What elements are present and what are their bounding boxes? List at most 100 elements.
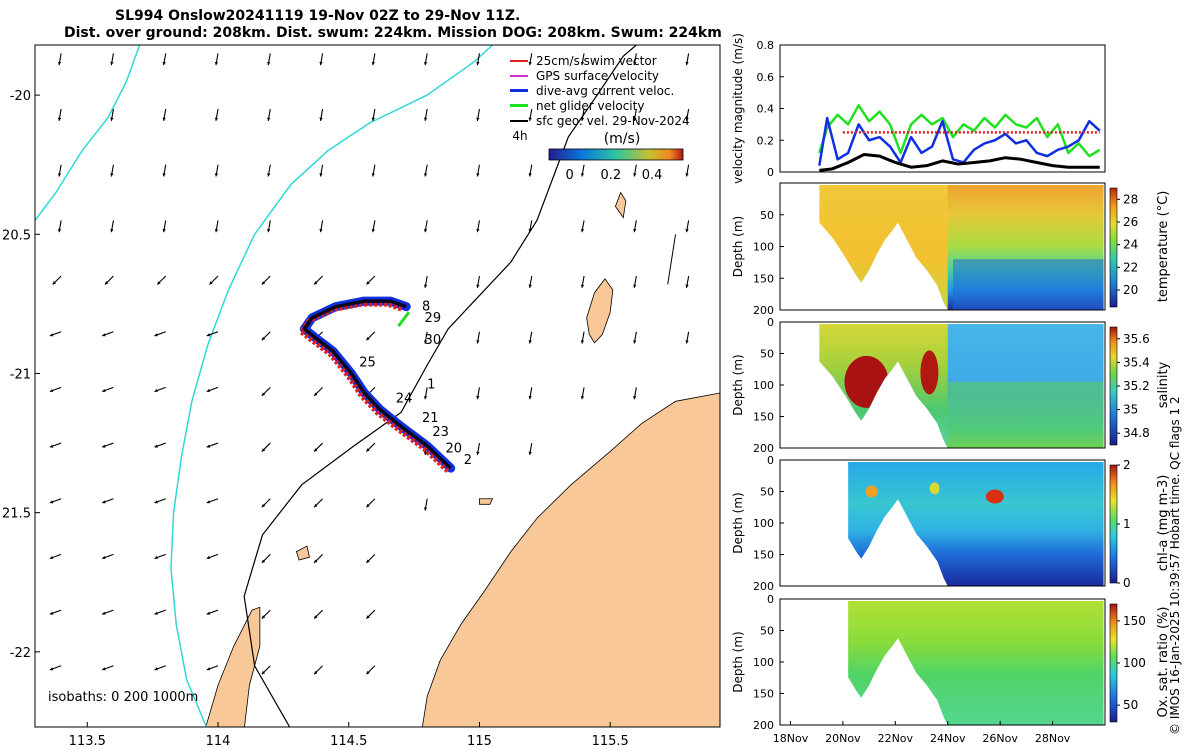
velocity-arrowhead [580,228,585,233]
velocity-arrowhead [57,228,62,233]
velocity-arrowhead [685,228,689,233]
velocity-arrowhead [49,500,54,504]
isobath-0m [243,45,637,727]
velocity-arrowhead [423,451,428,455]
velocity-arrowhead [102,388,106,393]
velocity-arrowhead [57,173,62,177]
map-ytick-label: -20 [10,89,31,104]
velocity-arrowhead [214,228,219,233]
velocity-arrowhead [366,615,370,619]
velocity-arrowhead [371,61,375,66]
section-ytick-label: 100 [753,241,774,254]
colorbar-tick-label: 0.4 [642,168,663,183]
velocity-arrowhead [366,503,370,508]
salinity-core [920,350,939,395]
cape-peninsula-shape [205,606,261,727]
velocity-arrowhead [528,395,532,400]
velocity-arrowhead [110,173,114,177]
section-colorbar [1109,326,1118,446]
salinity-deep-band [947,381,1104,448]
section-fill-left [819,185,948,310]
velocity-arrowhead [49,333,54,337]
track-line [302,299,452,470]
velocity-arrowhead [528,340,532,344]
velocity-panel [779,44,1106,173]
mainland-shape [421,392,720,727]
map-ytick-label: 20.5 [2,228,31,243]
velocity-arrowhead [57,117,62,121]
velocity-arrowhead [528,284,532,288]
velocity-arrowhead [580,61,585,66]
velocity-arrowhead [214,117,219,121]
velocity-arrowhead [371,117,375,121]
velocity-arrowhead [261,392,266,396]
velocity-arrowhead [104,281,109,285]
velocity-arrowhead [261,503,266,508]
velocity-arrowhead [157,281,161,285]
velocity-ytick-label: 0.6 [757,71,775,84]
velocity-series-net [818,104,1101,158]
velocity-arrowhead [685,117,689,121]
velocity-arrowhead [110,61,114,66]
velocity-arrowhead [206,500,211,504]
colorbar-tick-label: 35.2 [1123,379,1150,393]
velocity-arrowhead [476,395,480,400]
velocity-arrowhead [476,61,480,66]
map-xtick-label: 114 [206,734,231,749]
velocity-arrowhead [580,173,585,177]
velocity-arrowhead [314,448,318,452]
section-ylabel: Depth (m) [731,354,745,415]
legend-item-net: net glider velocity [510,98,690,113]
velocity-arrowhead [685,173,689,177]
velocity-arrowhead [423,173,428,177]
section-colorbar [1109,187,1118,308]
velocity-arrowhead [423,507,428,511]
legend-item-dive: dive-avg current veloc. [510,83,690,98]
legend-item-sfc: sfc geo. vel. 29-Nov-2024 [510,113,690,128]
velocity-arrowhead [580,395,585,400]
velocity-arrowhead [319,61,323,66]
colorbar-tick-label: 0.2 [601,168,622,183]
time-xtick-label: 22Nov [878,732,914,745]
scale-label: 4h [512,129,527,143]
velocity-arrowhead [57,61,62,66]
colorbar-title: (m/s) [604,131,641,147]
velocity-arrowhead [633,340,637,344]
barrow-island-shape [586,278,614,344]
section-ytick-label: 0 [767,593,774,606]
velocity-arrowhead [476,228,480,233]
island-shape [614,191,627,219]
day-label: 8 [422,300,430,315]
velocity-arrowhead [633,395,637,400]
velocity-arrowhead [319,228,323,233]
time-xtick-label: 18Nov [773,732,809,745]
section-panel-3 [779,598,1120,726]
velocity-arrowhead [314,615,318,619]
velocity-arrowhead [154,500,158,504]
velocity-arrowhead [633,228,637,233]
velocity-ylabel: velocity magnitude (m/s) [731,33,745,184]
day-label: 1 [427,378,435,393]
colorbar-label: chl-a (mg m-3) [1156,475,1171,572]
section-ytick-label: 50 [760,625,774,638]
legend-label-dive: dive-avg current veloc. [536,83,675,98]
map-xtick-label: 115.5 [592,734,629,749]
velocity-arrowhead [685,284,689,288]
velocity-arrowhead [206,667,211,671]
section-panel-1 [779,321,1120,449]
velocity-arrowhead [476,451,480,455]
chla-patch [929,482,940,495]
velocity-arrowhead [423,228,428,233]
velocity-arrowhead [423,61,428,66]
section-ylabel: Depth (m) [731,216,745,277]
velocity-arrowhead [154,388,158,393]
colorbar-tick-label: 28 [1123,192,1138,206]
colorbar-label: salinity [1156,361,1171,408]
colorbar-tick-label: 35.6 [1123,332,1150,346]
velocity-ytick-label: 0 [767,166,774,179]
velocity-arrowhead [528,61,532,66]
velocity-arrowhead [314,392,318,396]
section-ytick-label: 50 [760,486,774,499]
section-ylabel: Depth (m) [731,631,745,692]
temperature-deep-band [952,259,1104,310]
